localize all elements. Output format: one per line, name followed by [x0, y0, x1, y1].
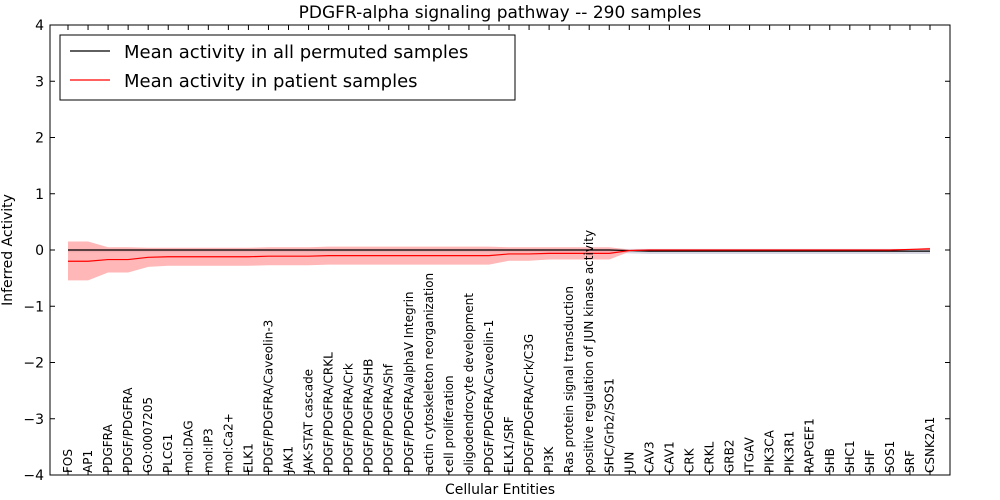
- x-tick-label: PI3K: [542, 446, 556, 473]
- legend-label-patient: Mean activity in patient samples: [124, 71, 418, 92]
- legend-box: [59, 34, 516, 101]
- x-tick-label: positive regulation of JUN kinase activi…: [582, 230, 596, 473]
- x-tick-label: PDGF/PDGFRA/SHB: [362, 359, 376, 473]
- x-tick-label: PDGF/PDGFRA/Caveolin-1: [482, 320, 496, 473]
- patient-mean-line: [68, 248, 931, 262]
- x-tick-label: GO:0007205: [141, 397, 155, 473]
- x-tick-label: PDGF/PDGFRA/CRKL: [322, 352, 336, 473]
- x-tick-label: PIK3CA: [763, 429, 777, 473]
- chart-title: PDGFR-alpha signaling pathway -- 290 sam…: [299, 3, 702, 23]
- y-tick-label: 2: [35, 131, 44, 147]
- permuted-mean-line: [68, 249, 930, 252]
- x-tick-label: GRB2: [723, 439, 737, 473]
- x-tick-label: CAV3: [642, 441, 656, 473]
- x-tick-label: CRK: [682, 447, 696, 473]
- x-tick-label: Ras protein signal transduction: [562, 286, 576, 473]
- y-tick-label: −4: [23, 468, 44, 484]
- y-tick-label: 3: [35, 74, 44, 90]
- x-tick-label: PLCG1: [161, 434, 175, 473]
- x-tick-label: mol:DAG: [181, 420, 195, 473]
- x-tick-label: JUN: [622, 452, 636, 474]
- y-axis-label: Inferred Activity: [0, 194, 16, 306]
- plot-area: [68, 241, 931, 281]
- x-tick-label: SHC/Grb2/SOS1: [602, 378, 616, 473]
- x-tick-label: CAV1: [662, 441, 676, 473]
- x-tick-label: mol:IP3: [201, 428, 215, 473]
- x-tick-label: RAPGEF1: [803, 418, 817, 473]
- x-tick-label: PDGF/PDGFRA/Caveolin-3: [261, 320, 275, 473]
- legend: Mean activity in all permuted samples Me…: [59, 34, 516, 101]
- x-tick-label: ELK1/SRF: [502, 416, 516, 473]
- x-tick-label: PDGFRA: [101, 423, 115, 473]
- x-tick-label: PDGF/PDGFRA: [121, 387, 135, 473]
- y-tick-label: −2: [23, 356, 44, 372]
- axes: −4 −3 −2 −1 0 1 2 3 4 FOS AP1 PDGFRA PDGF/PDGFRA GO:0…: [23, 18, 951, 484]
- x-tick-label: JAK-STAT cascade: [302, 369, 316, 474]
- x-tick-label: JAK1: [282, 446, 296, 474]
- x-tick-label: CRKL: [702, 441, 716, 473]
- legend-label-permuted: Mean activity in all permuted samples: [124, 42, 468, 63]
- x-tick-label: cell proliferation: [442, 375, 456, 473]
- x-tick-label: actin cytoskeleton reorganization: [422, 273, 436, 473]
- x-tick-label: PDGF/PDGFRA/alphaV Integrin: [402, 291, 416, 473]
- x-tick-label: mol:Ca2+: [221, 413, 235, 473]
- patient-range-band: [68, 241, 930, 281]
- x-tick-label: SRF: [903, 450, 917, 473]
- x-axis-label: Cellular Entities: [445, 482, 555, 498]
- y-tick-label: 1: [35, 187, 44, 203]
- x-tick-label: AP1: [81, 450, 95, 473]
- x-tick-label: FOS: [61, 449, 75, 473]
- x-tick-label: ELK1: [241, 443, 255, 473]
- x-tick-label: PDGF/PDGFRA/Crk: [342, 363, 356, 473]
- y-tick-label: 4: [35, 18, 44, 34]
- x-tick-label: SHC1: [843, 440, 857, 473]
- y-tick-label: −3: [23, 412, 44, 428]
- x-tick-label: CSNK2A1: [923, 417, 937, 473]
- x-tick-label: PDGF/PDGFRA/Shf: [382, 363, 396, 473]
- y-tick-label: −1: [23, 299, 44, 315]
- x-tick-label: ITGAV: [743, 436, 757, 473]
- x-tick-label: SOS1: [883, 441, 897, 473]
- y-tick-label: 0: [35, 243, 44, 259]
- x-tick-label: SHF: [863, 449, 877, 473]
- x-tick-label: SHB: [823, 448, 837, 473]
- x-tick-label: PDGF/PDGFRA/Crk/C3G: [522, 334, 536, 473]
- x-tick-label: oligodendrocyte development: [462, 293, 476, 473]
- x-tick-label: PIK3R1: [783, 431, 797, 473]
